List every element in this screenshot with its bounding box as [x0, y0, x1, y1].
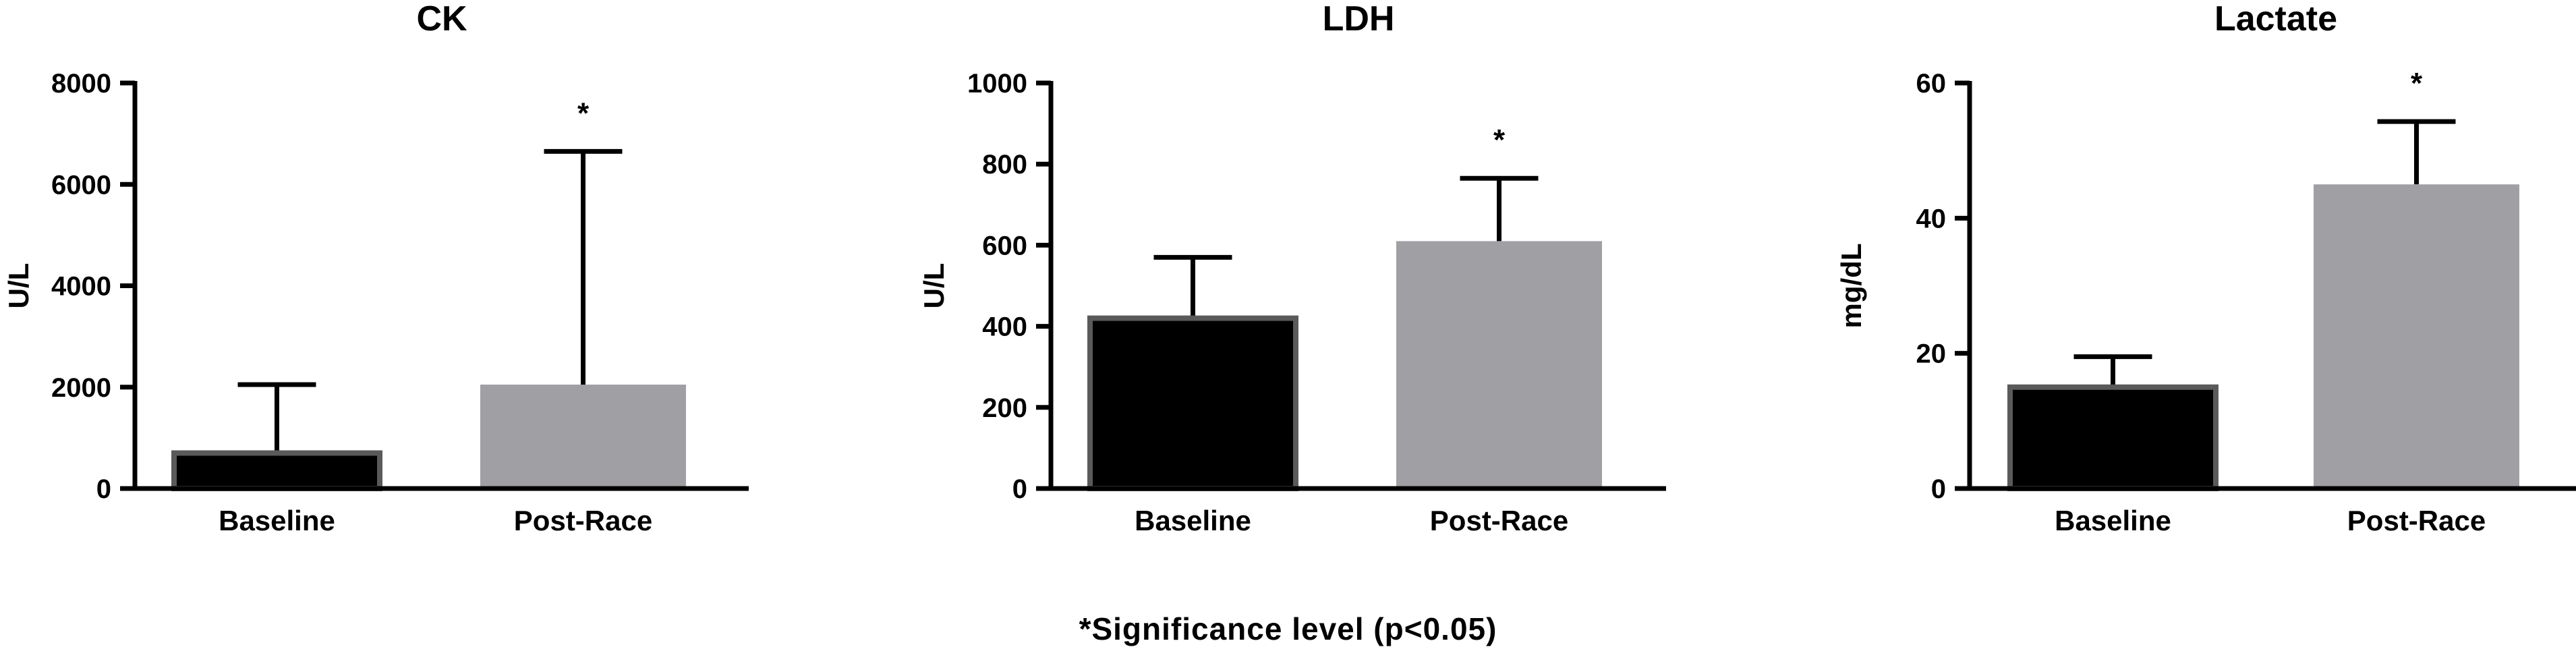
ck-chart-title: CK [416, 0, 467, 38]
ck-y-tick-label: 4000 [51, 272, 111, 302]
ck-x-tick-label-post-race: Post-Race [514, 505, 652, 536]
ck-significance-marker-post-race: * [577, 96, 590, 130]
lactate-x-tick-label-post-race: Post-Race [2347, 505, 2486, 536]
ldh-y-axis-label: U/L [918, 263, 950, 309]
ldh-bar-post-race [1396, 241, 1602, 489]
ldh-x-tick-label-post-race: Post-Race [1430, 505, 1568, 536]
lactate-chart-title: Lactate [2214, 0, 2337, 38]
ck-y-axis-label: U/L [3, 263, 34, 309]
ck-x-tick-label-baseline: Baseline [219, 505, 335, 536]
ldh-y-tick-label: 200 [982, 393, 1027, 423]
lactate-bar-baseline [2007, 384, 2219, 491]
lactate-y-tick-label: 0 [1931, 474, 1946, 504]
lactate-significance-marker-post-race: * [2411, 67, 2423, 100]
lactate-y-tick-label: 40 [1916, 204, 1947, 233]
ldh-y-tick-label: 400 [982, 312, 1027, 342]
ldh-chart-title: LDH [1323, 0, 1395, 38]
ck-y-tick-label: 2000 [51, 373, 111, 403]
lactate-y-axis-label: mg/dL [1835, 244, 1867, 329]
ldh-bar-baseline [1087, 315, 1298, 491]
ck-bar-post-race [480, 384, 686, 489]
ck-y-tick-label: 0 [96, 474, 111, 504]
ldh-x-tick-label-baseline: Baseline [1135, 505, 1251, 536]
ldh-y-tick-label: 0 [1012, 474, 1027, 504]
ldh-y-tick-label: 600 [982, 231, 1027, 260]
ck-y-tick-label: 6000 [51, 170, 111, 200]
ldh-significance-marker-post-race: * [1493, 123, 1506, 157]
ck-y-tick-label: 8000 [51, 69, 111, 99]
lactate-bar-post-race [2314, 184, 2519, 489]
ldh-y-tick-label: 800 [982, 150, 1027, 179]
significance-footnote: *Significance level (p<0.05) [1079, 611, 1497, 646]
ldh-y-tick-label: 1000 [967, 69, 1027, 99]
lactate-y-tick-label: 20 [1916, 339, 1947, 369]
lactate-x-tick-label-baseline: Baseline [2055, 505, 2171, 536]
ck-bar-baseline [171, 450, 382, 491]
lactate-y-tick-label: 60 [1916, 69, 1947, 99]
